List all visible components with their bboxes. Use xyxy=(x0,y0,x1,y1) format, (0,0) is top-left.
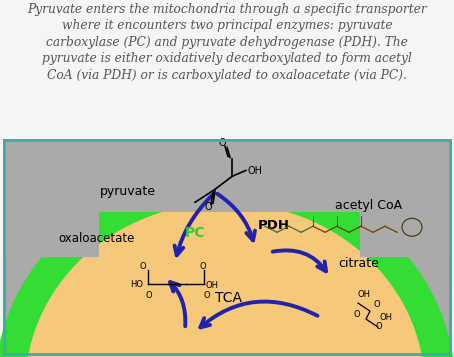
Text: O: O xyxy=(200,262,207,271)
Text: citrate: citrate xyxy=(338,257,379,270)
Bar xyxy=(4,140,99,257)
Text: OH: OH xyxy=(380,313,393,322)
Bar xyxy=(4,140,450,212)
Text: O: O xyxy=(218,139,226,149)
Bar xyxy=(360,140,450,257)
Text: O: O xyxy=(373,300,380,309)
Text: OH: OH xyxy=(358,290,371,299)
Text: O: O xyxy=(204,291,211,300)
Text: pyruvate: pyruvate xyxy=(100,185,156,198)
Text: O: O xyxy=(140,262,147,271)
Text: acetyl CoA: acetyl CoA xyxy=(335,199,402,212)
Text: O: O xyxy=(376,322,383,331)
Ellipse shape xyxy=(30,206,420,357)
Text: HO: HO xyxy=(130,280,143,289)
Ellipse shape xyxy=(10,187,440,357)
Text: O: O xyxy=(204,202,212,212)
Text: TCA: TCA xyxy=(215,291,242,305)
Text: oxaloacetate: oxaloacetate xyxy=(58,232,134,245)
Text: O: O xyxy=(353,310,360,319)
Text: Pyruvate enters the mitochondria through a specific transporter
where it encount: Pyruvate enters the mitochondria through… xyxy=(27,3,427,82)
Text: OH: OH xyxy=(206,281,219,290)
Text: OH: OH xyxy=(247,166,262,176)
Text: PC: PC xyxy=(185,226,206,240)
Text: PDH: PDH xyxy=(258,219,290,232)
Text: O: O xyxy=(146,291,153,300)
